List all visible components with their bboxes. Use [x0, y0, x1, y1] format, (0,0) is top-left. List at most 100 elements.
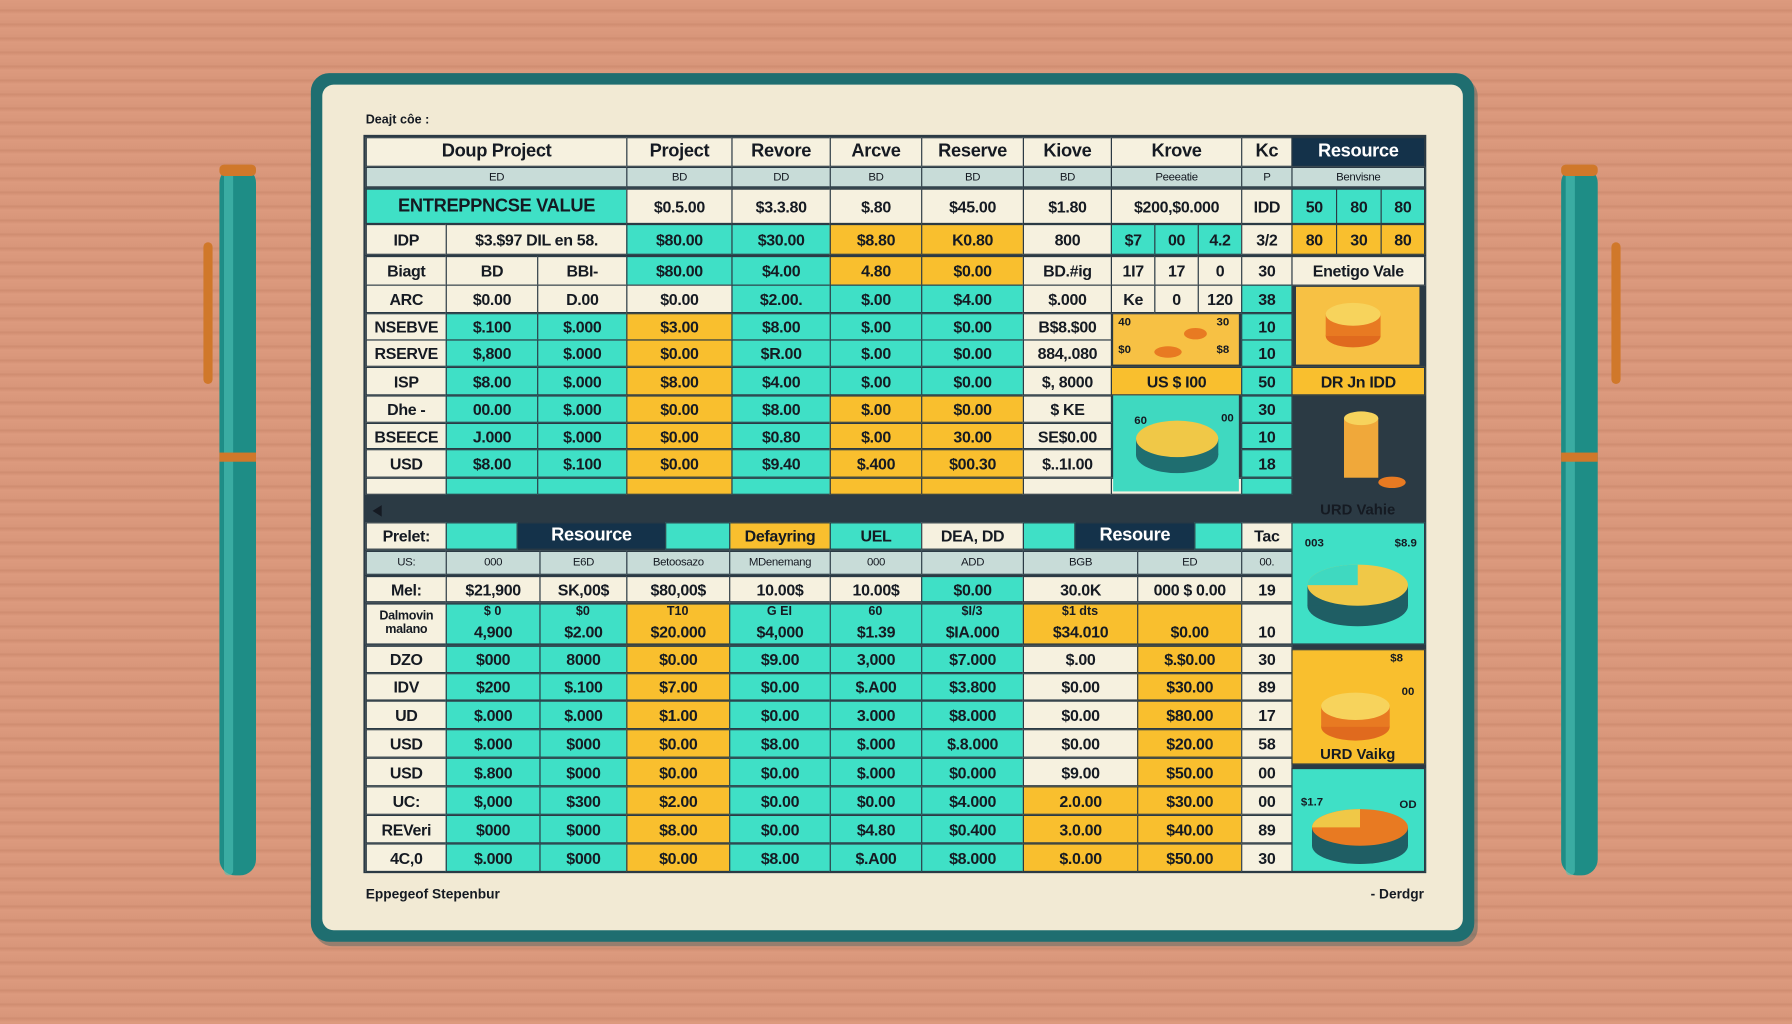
cell: $30.00 [1137, 673, 1243, 701]
cell: 30.00 [921, 422, 1024, 450]
cell: US $ I00 [1110, 366, 1243, 396]
cell: $.400 [829, 449, 923, 478]
cell: $.000 [537, 366, 628, 396]
cell: $.00 [829, 284, 923, 314]
cell: 18 [1241, 449, 1293, 478]
cell: $.80 [829, 188, 923, 224]
column-subheader: 000 [445, 550, 541, 575]
cell: $..1I.00 [1022, 449, 1112, 478]
row-label: Dhe - [365, 395, 447, 423]
cell: $0.00 [626, 729, 731, 758]
column-subheader: BD [1022, 166, 1112, 188]
cell: $0.00 [729, 814, 831, 844]
cell: $34.010 [1022, 603, 1139, 645]
cell: 00 [1241, 786, 1293, 815]
cell: $40.00 [1137, 814, 1243, 844]
cell: BBI- [537, 255, 628, 286]
cell: $0.00 [921, 313, 1024, 341]
cell: $0.5.00 [626, 188, 733, 224]
cell: 2.0.00 [1022, 786, 1139, 815]
cell: 10 [1241, 422, 1293, 450]
cell-note: G EI [766, 603, 793, 618]
sheet-caption: Deajt côe : [365, 112, 430, 127]
cell: 50 [1291, 188, 1338, 224]
column-subheader: ADD [921, 550, 1024, 575]
cell: 58 [1241, 729, 1293, 758]
cell: 000 $ 0.00 [1137, 575, 1243, 603]
cell: $.00 [829, 313, 923, 341]
cell: $000 [539, 814, 628, 844]
cell: $8.00 [731, 395, 831, 423]
row-label: IDP [365, 223, 447, 255]
cell: $00.30 [921, 449, 1024, 478]
cell: 00 [1154, 223, 1199, 255]
cell: 0 [1154, 284, 1199, 314]
header-fill [445, 522, 518, 550]
cell: $.000 [537, 422, 628, 450]
row-label: NSEBVE [365, 313, 447, 341]
column-subheader: E6D [539, 550, 628, 575]
cell: 17 [1241, 700, 1293, 730]
cell: $.00 [829, 422, 923, 450]
cell: $0.00 [921, 339, 1024, 367]
cell: $8.00 [445, 449, 539, 478]
column-header: Arcve [829, 137, 923, 167]
cell: BD [445, 255, 539, 286]
cell: 4,900 [445, 603, 541, 645]
cell: $200 [445, 673, 541, 701]
row-label: ENTREPPNCSE VALUE [365, 188, 628, 224]
cell: 120 [1197, 284, 1243, 314]
cell: $4.00 [731, 366, 831, 396]
column-subheader: 000 [829, 550, 923, 575]
cell: 89 [1241, 814, 1293, 844]
cell: $.000 [1022, 284, 1112, 314]
cell: $30.00 [731, 223, 831, 255]
empty-cell [1241, 477, 1293, 495]
cell: 10.00$ [829, 575, 923, 603]
cell: $9.00 [729, 645, 831, 674]
cell: 1I7 [1110, 255, 1156, 286]
side-label: Enetigo Vale [1291, 255, 1426, 286]
cell: $0.00 [729, 700, 831, 730]
cell: 3.0.00 [1022, 814, 1139, 844]
cell: $8.00 [731, 313, 831, 341]
cell: $000 [445, 645, 541, 674]
cell: $.8.000 [921, 729, 1024, 758]
cell: $8.000 [921, 700, 1024, 730]
side-label: DR Jn IDD [1291, 366, 1426, 396]
cell: $ KE [1022, 395, 1112, 423]
row-label: RSERVE [365, 339, 447, 367]
cell-note: $ 0 [483, 603, 502, 618]
row-label: BSEECE [365, 422, 447, 450]
side-label: URD Vaikg [1320, 744, 1396, 762]
column-header: Resource [1291, 137, 1426, 167]
cell: $8.00 [626, 366, 733, 396]
cell: $4.00 [921, 284, 1024, 314]
column-header: Reserve [921, 137, 1024, 167]
cell: 89 [1241, 673, 1293, 701]
cell: 4.80 [829, 255, 923, 286]
cell: $7 [1110, 223, 1156, 255]
column-subheader: Benvisne [1291, 166, 1426, 188]
cell: $0.00 [729, 673, 831, 701]
cell: 3.000 [829, 700, 923, 730]
side-caption: URD Vahie [1320, 499, 1396, 518]
column-header: DEA, DD [921, 522, 1024, 550]
cell: $0.00 [626, 284, 733, 314]
side-box [1291, 767, 1426, 872]
cell: $4.80 [829, 814, 923, 844]
cell: $2.00 [539, 603, 628, 645]
cell: $.A00 [829, 843, 923, 872]
cell: $2.00 [626, 786, 731, 815]
empty-cell [829, 477, 923, 495]
cell: $8.80 [829, 223, 923, 255]
cell: 3/2 [1241, 223, 1293, 255]
column-header: Defayring [729, 522, 831, 550]
cell: $0.00 [1022, 673, 1139, 701]
header-fill [665, 522, 731, 550]
header-fill [1022, 522, 1076, 550]
cell: $.800 [445, 757, 541, 787]
cell: 10 [1241, 313, 1293, 341]
cell: D.00 [537, 284, 628, 314]
